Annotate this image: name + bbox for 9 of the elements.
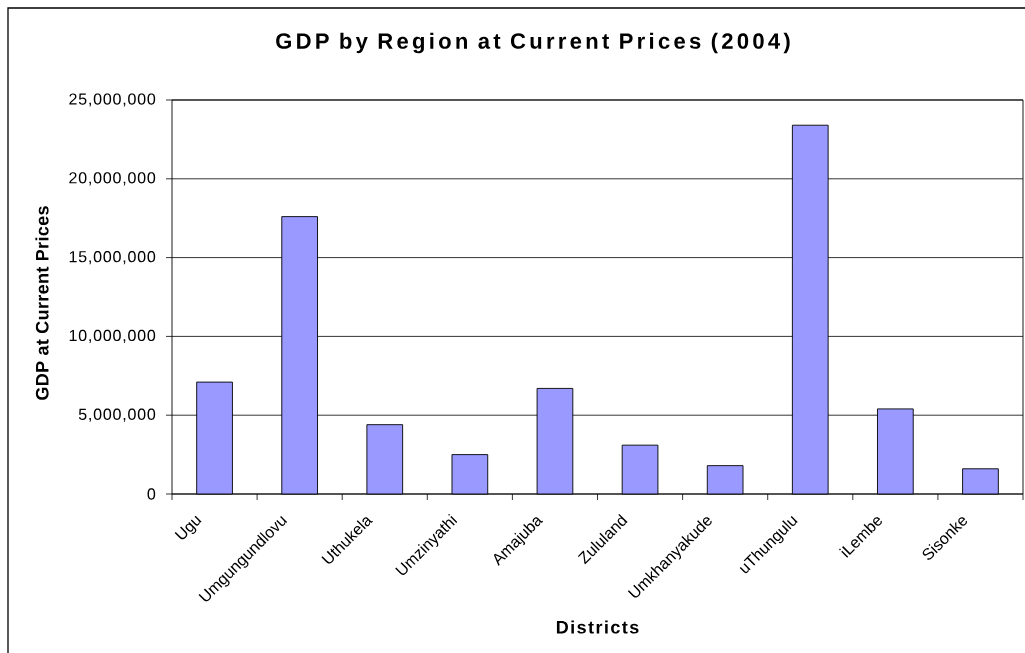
y-tick-label: 15,000,000 [69, 250, 156, 265]
y-tick-label: 25,000,000 [69, 93, 156, 107]
x-axis-title: Districts [556, 620, 639, 634]
y-tick-label: 0 [147, 488, 156, 500]
y-tick-label: 5,000,000 [78, 408, 156, 422]
y-tick-label: 10,000,000 [69, 329, 156, 344]
y-axis-title: GDP at Current Prices [35, 206, 49, 400]
chart-title: GDP by Region at Current Prices (2004) [276, 32, 790, 54]
y-tick-label: 20,000,000 [69, 172, 156, 186]
